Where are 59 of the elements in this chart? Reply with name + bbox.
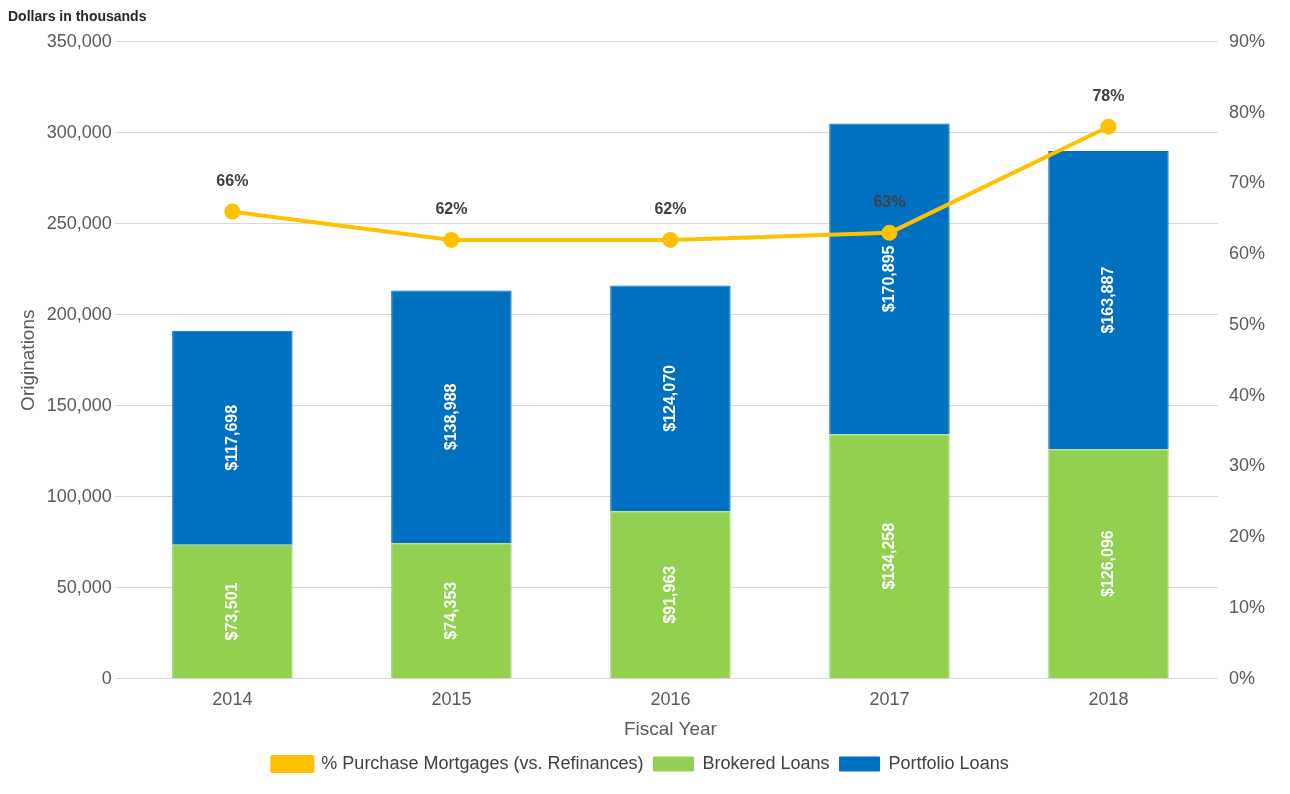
bar xyxy=(610,511,731,679)
data-label: $117,698 xyxy=(222,404,240,471)
bar xyxy=(172,544,293,679)
data-label: $170,895 xyxy=(879,245,897,313)
x-tick-label: 2018 xyxy=(1088,689,1129,710)
y2-tick-label: 60% xyxy=(1228,243,1265,264)
data-label: $74,353 xyxy=(441,581,459,640)
y-tick-label: 350,000 xyxy=(46,30,112,51)
x-tick-label: 2016 xyxy=(650,689,691,710)
data-label: $91,963 xyxy=(660,565,678,624)
point xyxy=(1100,118,1117,135)
x-tick-label: 2014 xyxy=(212,689,253,710)
bar xyxy=(829,123,950,435)
x-axis-title: Fiscal Year xyxy=(623,717,718,739)
legend-label: % Purchase Mortgages (vs. Refinances) xyxy=(321,752,644,773)
bar xyxy=(391,543,512,679)
y-tick-label: 150,000 xyxy=(46,394,112,415)
y-tick-label: 0 xyxy=(101,667,112,688)
bar xyxy=(829,434,950,679)
y-axis-title: Originations xyxy=(16,309,38,411)
point xyxy=(224,203,241,220)
bar xyxy=(1048,151,1169,450)
y-tick-label: 250,000 xyxy=(46,212,112,233)
data-label: $73,501 xyxy=(222,582,240,641)
data-label: 62% xyxy=(435,200,468,218)
y2-tick-label: 10% xyxy=(1228,596,1265,617)
y-tick-label: 50,000 xyxy=(56,576,112,597)
y2-tick-label: 90% xyxy=(1228,30,1265,51)
point xyxy=(881,224,898,241)
y2-tick-label: 80% xyxy=(1228,101,1265,122)
data-label: 63% xyxy=(873,193,906,211)
data-label: $163,887 xyxy=(1098,266,1116,334)
data-label: $126,096 xyxy=(1098,530,1116,598)
y2-tick-label: 0% xyxy=(1228,667,1255,688)
y2-tick-label: 20% xyxy=(1228,526,1265,547)
point xyxy=(443,231,460,248)
x-tick-label: 2015 xyxy=(431,689,472,710)
data-label: 78% xyxy=(1092,87,1125,105)
data-label: $134,258 xyxy=(879,522,897,590)
y-tick-label: 100,000 xyxy=(46,485,112,506)
data-label: $124,070 xyxy=(660,364,678,432)
y2-tick-label: 50% xyxy=(1228,313,1265,334)
bar xyxy=(172,330,293,545)
legend-label: Portfolio Loans xyxy=(888,752,1009,773)
y-tick-label: 200,000 xyxy=(46,303,112,324)
y2-tick-label: 40% xyxy=(1228,384,1265,405)
bar xyxy=(391,290,512,544)
data-label: 62% xyxy=(654,200,687,218)
x-tick-label: 2017 xyxy=(869,689,910,710)
y2-tick-label: 70% xyxy=(1228,172,1265,193)
bar xyxy=(610,285,731,512)
y2-tick-label: 30% xyxy=(1228,455,1265,476)
data-label: 66% xyxy=(216,172,249,190)
text: Dollars in thousands xyxy=(8,8,148,26)
point xyxy=(662,231,679,248)
y-tick-label: 300,000 xyxy=(46,121,112,142)
legend-label: Brokered Loans xyxy=(702,752,830,773)
bar xyxy=(1048,449,1169,679)
data-label: $138,988 xyxy=(441,383,459,451)
